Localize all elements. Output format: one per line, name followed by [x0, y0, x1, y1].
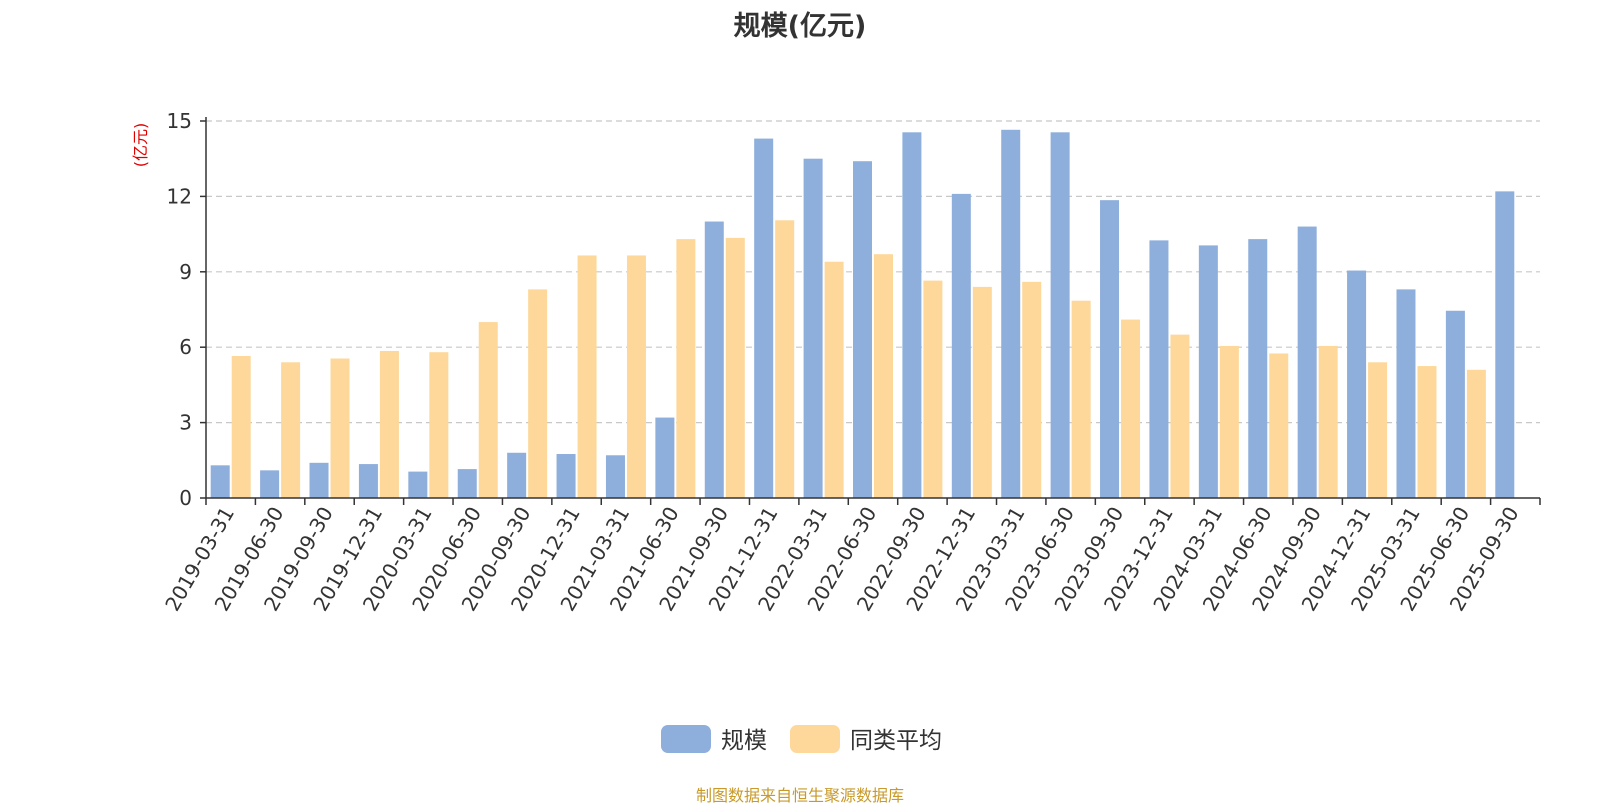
bar-peer-average[interactable] [577, 255, 597, 498]
bar-scale[interactable] [1396, 289, 1416, 498]
legend[interactable]: 规模 同类平均 [661, 725, 942, 754]
y-tick-label: 3 [179, 411, 192, 435]
bar-peer-average[interactable] [1022, 281, 1042, 498]
data-source-note: 制图数据来自恒生聚源数据库 [695, 786, 904, 805]
bar-peer-average[interactable] [1466, 369, 1486, 498]
y-tick-label: 12 [167, 184, 192, 208]
legend-label: 规模 [721, 728, 767, 754]
bar-peer-average[interactable] [379, 350, 399, 498]
bar-peer-average[interactable] [281, 362, 301, 498]
legend-item-scale[interactable]: 规模 [661, 725, 767, 754]
bar-scale[interactable] [1001, 129, 1021, 498]
bar-scale[interactable] [1495, 191, 1515, 498]
bar-scale[interactable] [655, 417, 675, 498]
bar-peer-average[interactable] [528, 289, 548, 498]
bar-peer-average[interactable] [1170, 334, 1190, 498]
bar-scale[interactable] [1248, 239, 1268, 499]
bar-scale[interactable] [704, 221, 724, 499]
bar-peer-average[interactable] [1121, 319, 1141, 498]
legend-item-peer-average[interactable]: 同类平均 [790, 725, 942, 754]
bar-peer-average[interactable] [725, 237, 745, 498]
bar-peer-average[interactable] [1417, 366, 1437, 498]
y-axis-unit-label: (亿元) [131, 123, 150, 168]
bar-peer-average[interactable] [972, 286, 992, 498]
bars [210, 129, 1515, 499]
grid-lines [206, 120, 1540, 424]
bar-scale[interactable] [260, 470, 280, 498]
bar-scale[interactable] [853, 161, 872, 499]
bar-scale[interactable] [902, 132, 922, 498]
y-tick-label: 0 [179, 486, 192, 510]
bar-scale[interactable] [605, 455, 625, 498]
y-tick-label: 9 [179, 260, 192, 284]
bar-peer-average[interactable] [626, 255, 646, 498]
bar-scale[interactable] [951, 193, 971, 499]
bar-peer-average[interactable] [676, 239, 696, 499]
bar-scale[interactable] [556, 454, 576, 498]
bar-peer-average[interactable] [1368, 362, 1388, 498]
bar-peer-average[interactable] [1318, 345, 1338, 498]
bar-peer-average[interactable] [775, 220, 795, 498]
bar-peer-average[interactable] [874, 254, 893, 498]
bar-peer-average[interactable] [1269, 353, 1289, 498]
bar-peer-average[interactable] [923, 280, 943, 498]
bar-scale[interactable] [803, 158, 823, 498]
bar-peer-average[interactable] [429, 352, 449, 498]
bar-scale[interactable] [358, 464, 378, 498]
bar-scale[interactable] [1347, 270, 1367, 498]
bar-scale[interactable] [457, 469, 477, 498]
bar-peer-average[interactable] [824, 261, 844, 498]
chart-title: 规模(亿元) [733, 11, 867, 42]
bar-scale[interactable] [754, 138, 774, 499]
bar-scale[interactable] [1100, 200, 1120, 499]
bar-scale[interactable] [1198, 245, 1218, 498]
bar-scale[interactable] [1297, 226, 1317, 498]
y-tick-label: 15 [167, 109, 192, 133]
bar-scale[interactable] [210, 465, 230, 498]
bar-scale[interactable] [1050, 132, 1070, 498]
bar-peer-average[interactable] [1071, 300, 1091, 498]
bar-peer-average[interactable] [330, 358, 350, 498]
legend-label: 同类平均 [850, 728, 942, 754]
bar-scale[interactable] [1149, 240, 1169, 498]
bar-peer-average[interactable] [231, 355, 251, 498]
legend-swatch [661, 725, 711, 753]
bar-scale[interactable] [309, 462, 329, 498]
bar-peer-average[interactable] [1219, 345, 1239, 498]
y-tick-label: 6 [179, 335, 192, 359]
bar-peer-average[interactable] [478, 322, 498, 498]
bar-scale[interactable] [507, 452, 527, 498]
bar-scale[interactable] [408, 471, 428, 498]
legend-swatch [790, 725, 840, 753]
bar-scale[interactable] [1445, 310, 1465, 498]
